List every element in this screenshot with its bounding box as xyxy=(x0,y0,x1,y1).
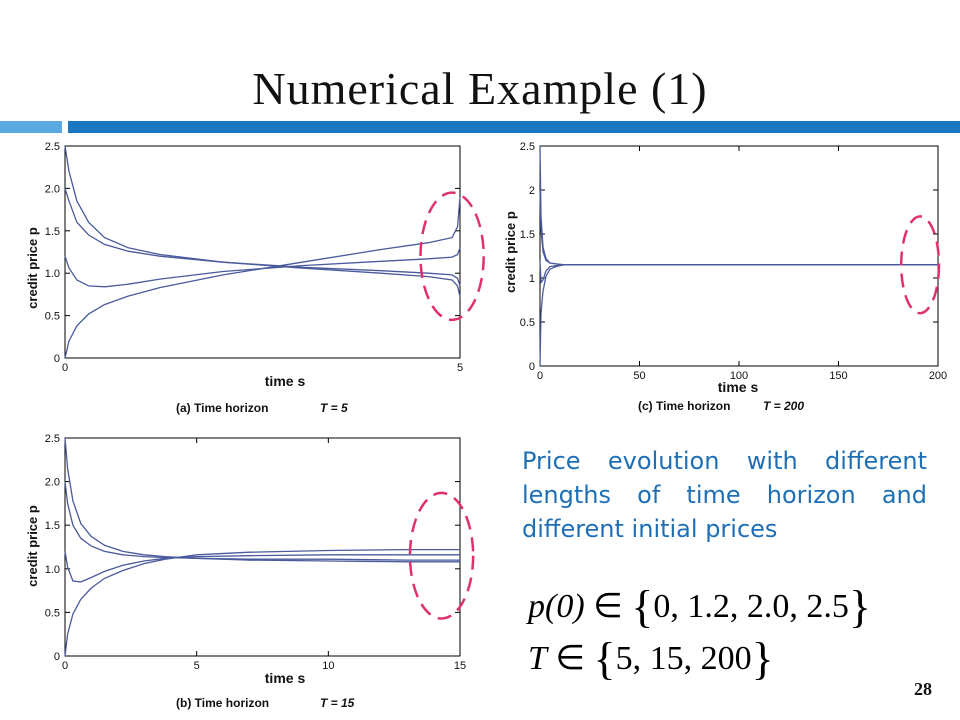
header-bar-left xyxy=(0,121,62,133)
chart-b-xtick-label: 0 xyxy=(62,660,68,672)
formula-T-lhs: T xyxy=(528,640,547,677)
page-number: 28 xyxy=(914,679,932,699)
header-bar-right xyxy=(68,121,960,133)
chart-b-ytick-label: 1.5 xyxy=(45,520,60,532)
chart-b-series-1 xyxy=(64,437,460,563)
chart-a-ylabel: credit price p xyxy=(25,227,40,309)
chart-c-ytick-label: 0.5 xyxy=(520,317,535,329)
formula-T-open-brace: { xyxy=(593,633,616,684)
chart-c-xtick-label: 150 xyxy=(829,370,847,382)
chart-a-caption-math: T = 5 xyxy=(320,401,348,415)
chart-b-xlabel: time s xyxy=(265,670,306,686)
chart-b-xtick-label: 5 xyxy=(194,660,200,672)
chart-a-series-2 xyxy=(64,188,461,287)
chart-a-ytick-label: 2.5 xyxy=(45,141,60,153)
chart-b-xtick-label: 10 xyxy=(322,660,334,672)
chart-c-series-1 xyxy=(539,145,938,266)
chart-a-series-4 xyxy=(64,196,461,359)
chart-c-ytick-label: 0 xyxy=(529,361,535,373)
formula-T: T ∈ {5, 15, 200} xyxy=(528,632,774,685)
chart-c-xlabel: time s xyxy=(718,379,759,395)
formula-p0-close-brace: } xyxy=(848,581,871,632)
formula-p0-lhs: p(0) xyxy=(528,588,585,625)
chart-c-xtick-label: 0 xyxy=(537,370,543,382)
chart-a-highlight-ellipse xyxy=(419,191,485,322)
formula-p0: p(0) ∈ {0, 1.2, 2.0, 2.5} xyxy=(528,580,871,633)
chart-b-ytick-label: 0.5 xyxy=(45,607,60,619)
chart-b-xtick-label: 15 xyxy=(454,660,466,672)
chart-b-ylabel: credit price p xyxy=(25,505,40,587)
chart-c-xtick-label: 50 xyxy=(633,370,645,382)
chart-a-xtick-label: 5 xyxy=(457,362,463,374)
chart-a: 0 0.5 1.0 1.5 2.0 2.5 0 5 time s credit price p… xyxy=(20,136,490,419)
formula-T-set: 5, 15, 200 xyxy=(615,640,752,677)
slide-description: Price evolution with different lengths o… xyxy=(522,447,927,543)
chart-b-ytick-label: 0 xyxy=(54,651,60,663)
formula-p0-set: 0, 1.2, 2.0, 2.5 xyxy=(653,588,849,625)
chart-a-caption: (a) Time horizon xyxy=(176,401,268,415)
formula-T-close-brace: } xyxy=(751,633,774,684)
chart-c-series-4 xyxy=(539,264,938,367)
chart-b-series-3 xyxy=(64,551,460,583)
chart-c-caption-math: T = 200 xyxy=(763,399,804,413)
chart-b-highlight-ellipse xyxy=(408,491,475,620)
formula-T-op: ∈ xyxy=(555,640,586,677)
chart-a-ytick-label: 0 xyxy=(54,353,60,365)
chart-a-xtick-label: 0 xyxy=(62,362,68,374)
chart-c-series-2 xyxy=(539,189,938,266)
chart-b-caption-math: T = 15 xyxy=(320,696,355,710)
chart-c-caption: (c) Time horizon xyxy=(638,399,730,413)
chart-b: 0 0.5 1.0 1.5 2.0 2.5 0 5 10 15 time s credit pri… xyxy=(20,428,490,714)
chart-b-axes-box xyxy=(64,437,461,657)
chart-b-series-2 xyxy=(64,481,460,561)
slide-title: Numerical Example (1) xyxy=(252,63,708,114)
chart-a-ytick-label: 2.0 xyxy=(45,183,60,195)
chart-a-series-3 xyxy=(64,247,461,288)
chart-c-ytick-label: 1 xyxy=(529,273,535,285)
chart-a-xlabel: time s xyxy=(265,373,306,389)
chart-b-ytick-label: 2.0 xyxy=(45,477,60,489)
chart-a-axes-box xyxy=(64,145,461,359)
chart-c: 0 0.5 1 1.5 2 2.5 0 50 100 150 200 time s credit p… xyxy=(498,134,958,416)
chart-c-ylabel: credit price p xyxy=(503,211,518,293)
chart-b-caption: (b) Time horizon xyxy=(176,696,269,710)
chart-b-ytick-label: 2.5 xyxy=(45,433,60,445)
chart-a-series-1 xyxy=(64,145,461,298)
chart-c-xtick-label: 100 xyxy=(730,370,748,382)
chart-b-series-4 xyxy=(64,548,460,657)
chart-c-xtick-label: 200 xyxy=(929,370,947,382)
chart-a-ytick-label: 0.5 xyxy=(45,311,60,323)
chart-c-highlight-ellipse xyxy=(899,215,941,315)
chart-a-ytick-label: 1.0 xyxy=(45,268,60,280)
chart-c-ytick-label: 2.5 xyxy=(520,141,535,153)
chart-c-axes-box xyxy=(539,145,939,367)
chart-c-series-3 xyxy=(539,260,938,285)
formula-p0-op: ∈ xyxy=(593,588,623,625)
formula-p0-open-brace: { xyxy=(631,581,654,632)
chart-c-ytick-label: 1.5 xyxy=(520,229,535,241)
chart-c-ytick-label: 2 xyxy=(529,185,535,197)
chart-b-ytick-label: 1.0 xyxy=(45,564,60,576)
chart-a-ytick-label: 1.5 xyxy=(45,226,60,238)
